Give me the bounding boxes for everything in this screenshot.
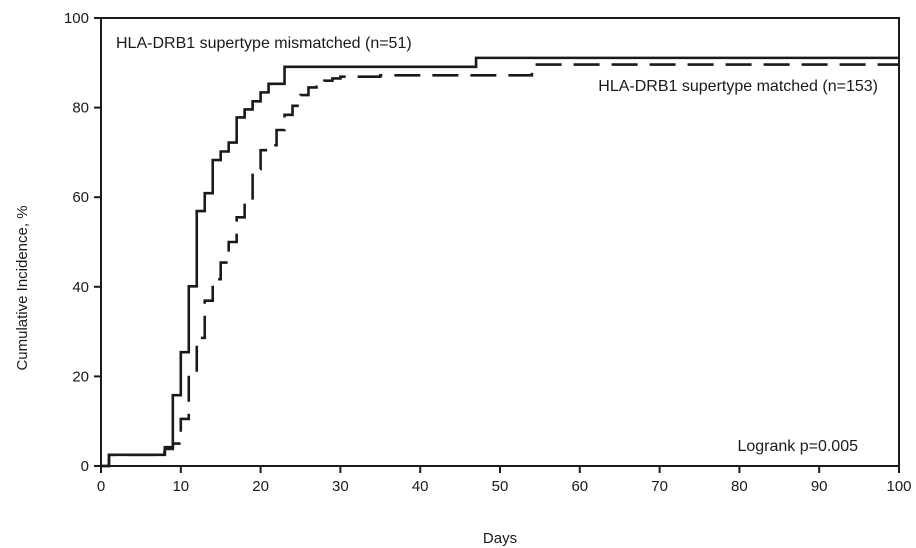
y-tick-label: 40	[72, 279, 89, 296]
matched-series-label: HLA-DRB1 supertype matched (n=153)	[598, 78, 878, 95]
y-tick-label: 20	[72, 368, 89, 385]
x-tick-label: 50	[492, 478, 509, 495]
x-axis-ticks: 0 10 20 30 40 50 60 70 80 90 100	[97, 466, 912, 495]
x-tick-label: 40	[412, 478, 429, 495]
series-group	[101, 56, 899, 468]
x-tick-label: 60	[571, 478, 588, 495]
x-tick-label: 100	[886, 478, 911, 495]
logrank-annotation: Logrank p=0.005	[737, 438, 858, 455]
x-tick-label: 20	[252, 478, 269, 495]
x-tick-label: 70	[651, 478, 668, 495]
x-tick-label: 30	[332, 478, 349, 495]
x-tick-label: 10	[172, 478, 189, 495]
x-tick-label: 80	[731, 478, 748, 495]
y-tick-label: 100	[64, 10, 89, 27]
mismatched-series-label: HLA-DRB1 supertype mismatched (n=51)	[116, 35, 412, 52]
y-axis-ticks: 0 20 40 60 80 100	[64, 10, 101, 475]
x-tick-label: 0	[97, 478, 105, 495]
y-tick-label: 0	[81, 458, 89, 475]
y-tick-label: 80	[72, 100, 89, 117]
x-axis-title: Days	[483, 530, 517, 547]
matched-series-line	[101, 63, 899, 468]
mismatched-series-line	[101, 56, 899, 468]
y-tick-label: 60	[72, 189, 89, 206]
y-axis-title: Cumulative Incidence, %	[14, 205, 31, 370]
x-tick-label: 90	[811, 478, 828, 495]
